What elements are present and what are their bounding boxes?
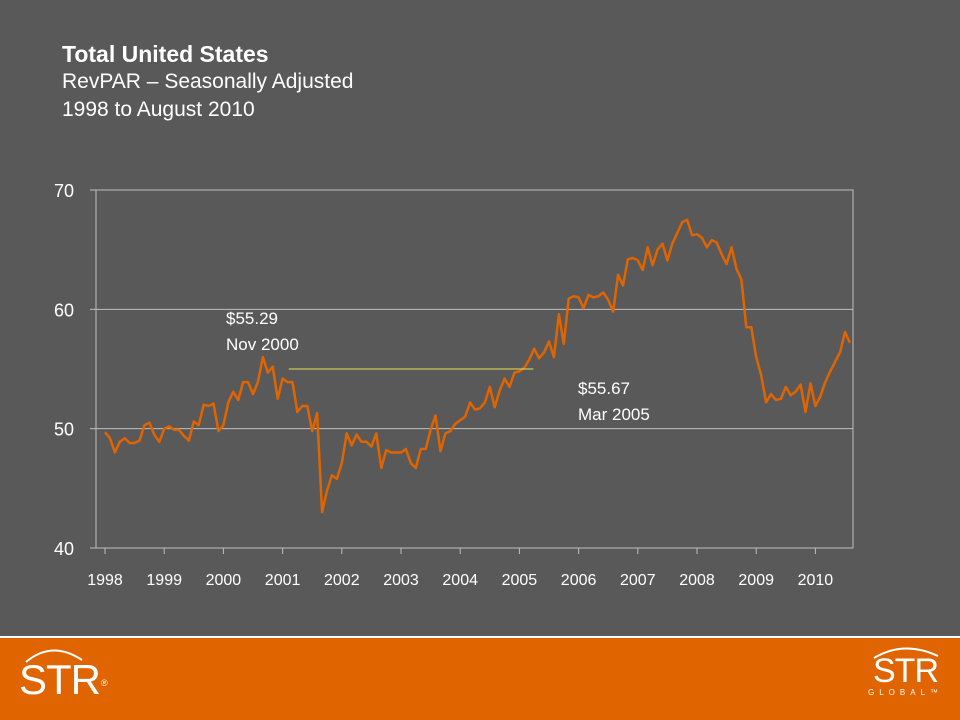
revpar-line-chart: 40 50 60 70 1998 1999 2000 2001 2002 2003 2004 2005…	[54, 181, 854, 589]
x-tick-label: 2000	[206, 572, 242, 589]
x-tick-label: 2004	[442, 572, 478, 589]
str-swoosh-icon	[25, 649, 83, 663]
y-tick-label: 40	[54, 539, 74, 559]
x-tick-label: 1998	[87, 572, 123, 589]
x-tick-label: 2001	[265, 572, 301, 589]
annotation-date: Mar 2005	[578, 405, 650, 424]
y-tick-label: 50	[54, 420, 74, 440]
revpar-series-line	[104, 218, 852, 514]
chart-titles: Total United States RevPAR – Seasonally …	[62, 40, 353, 124]
x-tick-label: 2002	[324, 572, 360, 589]
x-tick-label: 2006	[561, 572, 597, 589]
str-global-swoosh-icon	[873, 647, 939, 659]
chart-subtitle: RevPAR – Seasonally Adjusted	[62, 70, 354, 93]
str-global-logo: STR GLOBAL™	[868, 652, 944, 697]
annotation-value: $55.67	[578, 379, 630, 398]
footer-bar: STR® STR GLOBAL™	[0, 636, 960, 720]
x-tick-label: 2005	[502, 572, 538, 589]
x-tick-label: 1999	[146, 572, 182, 589]
str-logo: STR®	[19, 656, 108, 703]
y-tick-label: 60	[54, 300, 74, 320]
chart-period: 1998 to August 2010	[62, 98, 255, 121]
chart-title: Total United States	[62, 41, 269, 67]
x-tick-label: 2009	[738, 572, 774, 589]
x-tick-label: 2010	[798, 572, 834, 589]
x-tick-label: 2007	[620, 572, 656, 589]
annotation-value: $55.29	[226, 309, 278, 328]
y-tick-label: 70	[54, 181, 74, 201]
x-tick-label: 2008	[679, 572, 715, 589]
x-tick-label: 2003	[383, 572, 419, 589]
annotation-date: Nov 2000	[226, 335, 299, 354]
